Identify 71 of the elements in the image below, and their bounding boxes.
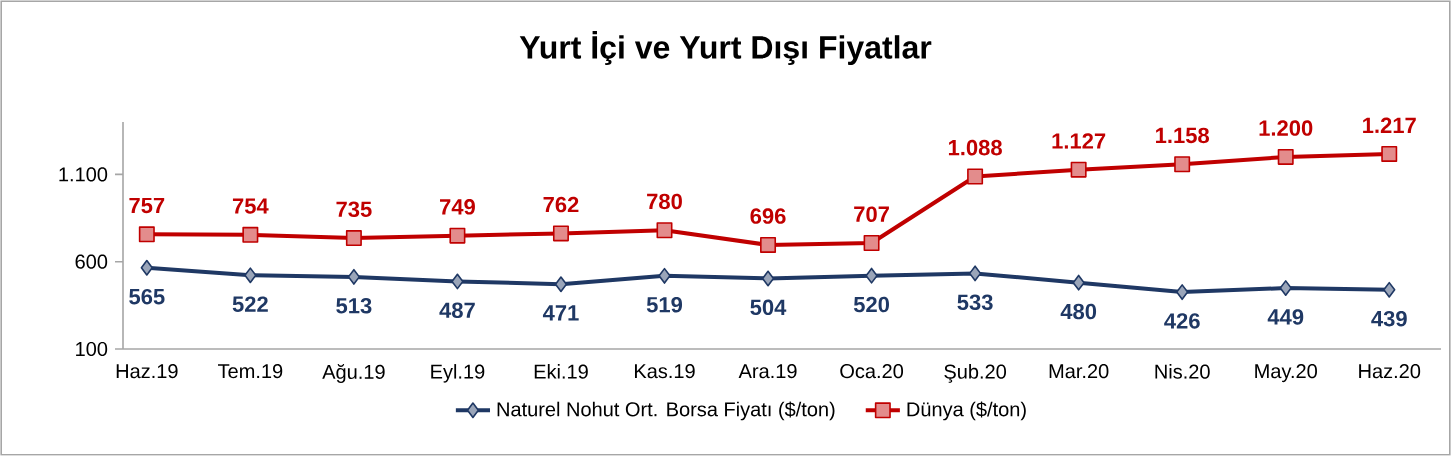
data-label: 780 — [647, 193, 682, 210]
data-label: 757 — [129, 197, 165, 214]
x-tick-label: Haz.20 — [1359, 364, 1421, 379]
data-label: 519 — [646, 296, 683, 313]
data-label: 1.217 — [1363, 117, 1416, 133]
y-tick-label: 100 — [76, 341, 108, 357]
legend-label: Dünya ($/ton) — [907, 401, 1026, 421]
point — [242, 226, 259, 243]
data-label: 707 — [854, 206, 889, 222]
point — [552, 225, 569, 242]
legend-label: Naturel Nohut Ort. Borsa Fiyatı ($/ton) — [497, 401, 835, 421]
data-label: 565 — [129, 288, 165, 305]
data-label: 513 — [336, 297, 372, 314]
point — [140, 259, 154, 276]
data-label: 449 — [1267, 309, 1304, 325]
data-label: 762 — [543, 196, 579, 213]
point — [138, 226, 155, 243]
point — [656, 222, 673, 239]
data-label: 520 — [853, 296, 889, 313]
point — [1279, 280, 1292, 297]
x-tick-label: Ara.19 — [738, 364, 797, 379]
data-label: 439 — [1371, 310, 1407, 327]
point — [761, 270, 775, 287]
y-tick-label: 600 — [75, 254, 108, 269]
x-tick-label: Nis.20 — [1155, 364, 1210, 379]
x-tick-label: May.20 — [1255, 364, 1317, 383]
point — [1277, 148, 1294, 165]
data-label: 754 — [232, 198, 269, 214]
data-label: 735 — [336, 201, 372, 218]
point — [967, 168, 984, 185]
data-label: 487 — [439, 302, 475, 319]
data-label: 1.200 — [1259, 120, 1313, 136]
x-tick-label: Oca.20 — [840, 364, 904, 379]
x-tick-label: Mar.20 — [1049, 364, 1109, 379]
point — [968, 265, 982, 282]
point — [1072, 274, 1085, 291]
data-label: 471 — [542, 305, 579, 321]
y-tick-label: 1.100 — [59, 167, 108, 182]
point — [347, 268, 361, 285]
point — [1174, 156, 1191, 173]
point — [244, 267, 257, 284]
data-label: 1.088 — [948, 139, 1002, 156]
data-label: 533 — [957, 294, 993, 311]
point — [1381, 145, 1398, 162]
x-tick-label: Ağu.19 — [322, 364, 385, 383]
point — [1175, 284, 1189, 301]
data-label: 1.158 — [1156, 127, 1209, 144]
point — [865, 267, 878, 284]
data-label: 504 — [750, 299, 787, 316]
point — [451, 273, 464, 290]
data-label: 696 — [750, 208, 786, 224]
x-tick-label: Eyl.19 — [431, 364, 485, 383]
x-tick-label: Şub.20 — [944, 364, 1007, 383]
point — [345, 230, 362, 247]
point — [1070, 161, 1087, 178]
chart-title: Yurt İçi ve Yurt Dışı Fiyatlar — [519, 31, 932, 66]
x-tick-label: Tem.19 — [218, 364, 283, 379]
point — [554, 276, 568, 293]
x-tick-label: Eki.19 — [534, 364, 588, 379]
point — [863, 235, 880, 252]
point — [658, 267, 671, 284]
data-label: 480 — [1060, 303, 1097, 320]
data-label: 426 — [1164, 313, 1200, 329]
point — [760, 236, 777, 253]
point — [449, 227, 466, 244]
point — [1383, 281, 1396, 298]
data-label: 522 — [232, 296, 268, 312]
data-label: 749 — [440, 199, 475, 215]
x-tick-label: Haz.19 — [116, 364, 178, 379]
x-tick-label: Kas.19 — [634, 364, 695, 379]
data-label: 1.127 — [1052, 133, 1106, 149]
